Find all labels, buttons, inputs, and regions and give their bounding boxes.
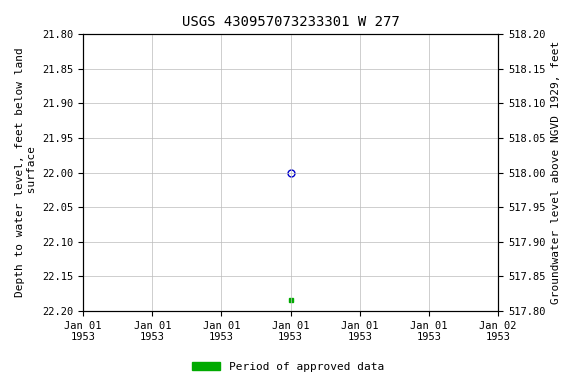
Title: USGS 430957073233301 W 277: USGS 430957073233301 W 277 [182,15,400,29]
Y-axis label: Groundwater level above NGVD 1929, feet: Groundwater level above NGVD 1929, feet [551,41,561,304]
Legend: Period of approved data: Period of approved data [188,358,388,377]
Y-axis label: Depth to water level, feet below land
 surface: Depth to water level, feet below land su… [15,48,37,298]
